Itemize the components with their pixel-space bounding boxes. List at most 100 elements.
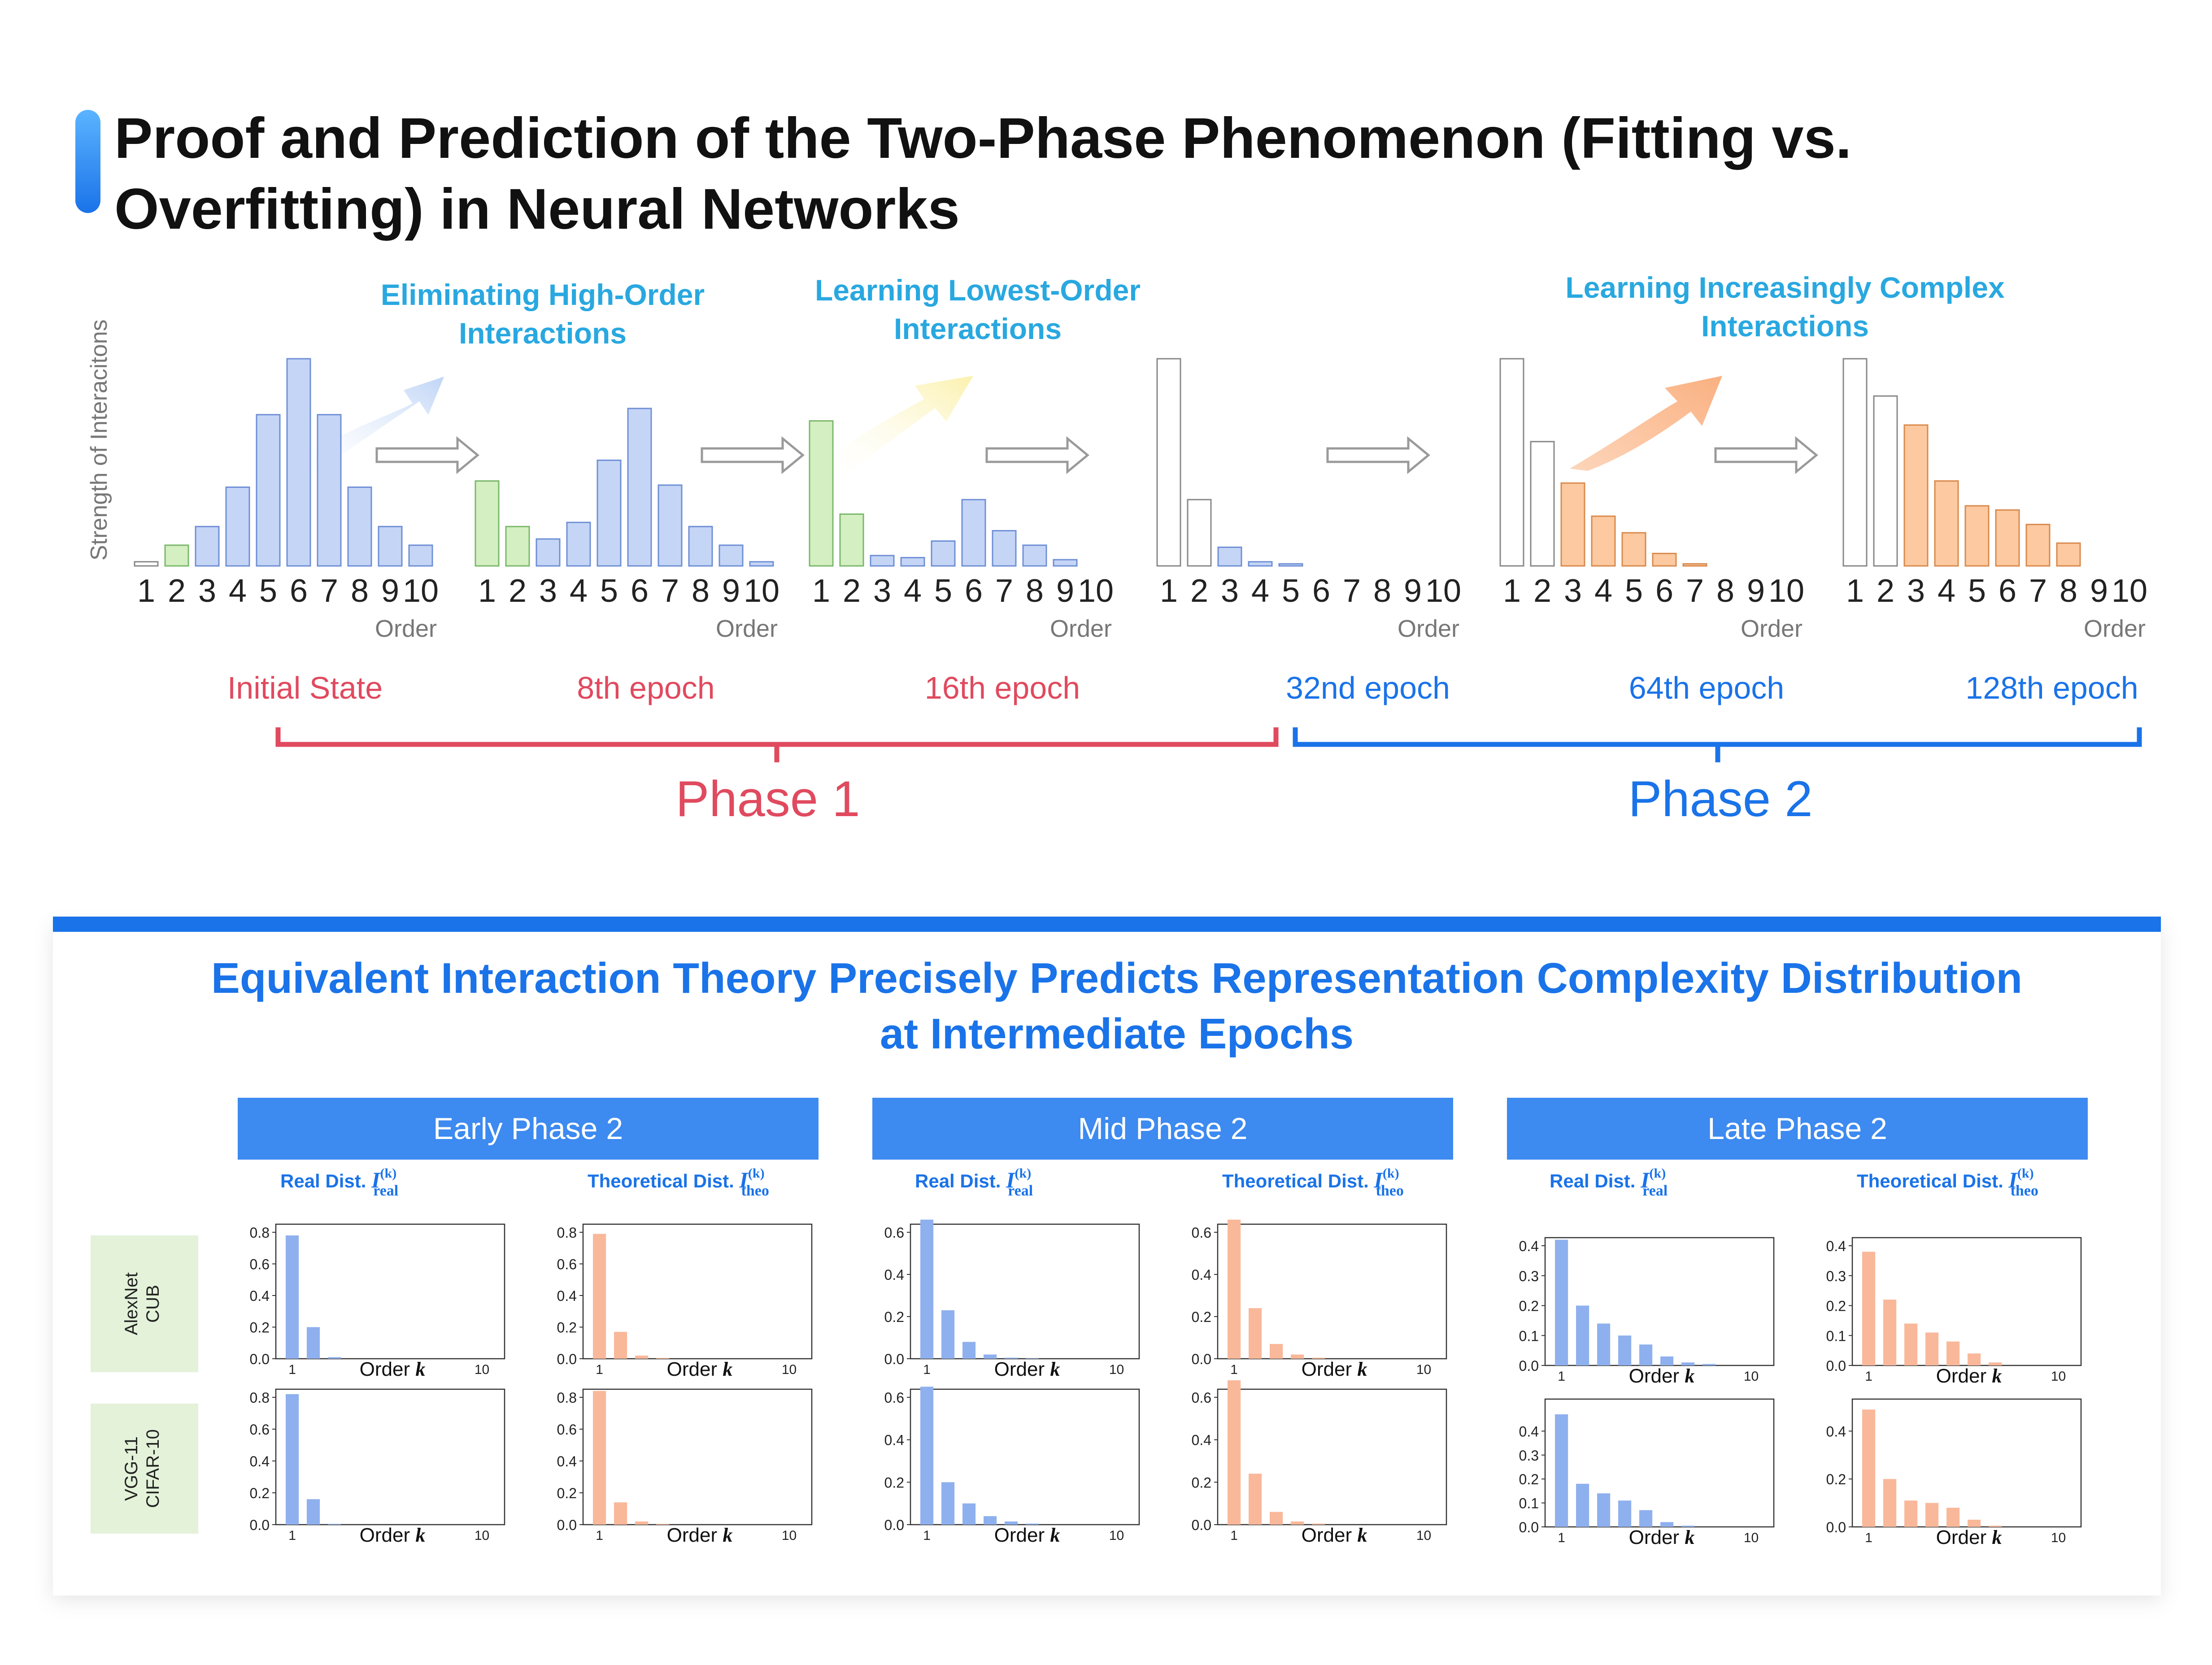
y-tick-label: 0.6 [250, 1422, 270, 1438]
stage-arrow [701, 436, 805, 474]
interaction-bar [1964, 505, 1990, 567]
theo-bar [593, 1234, 606, 1359]
real-bar [1026, 1358, 1039, 1359]
row-label-line1: VGG-11 [122, 1436, 141, 1501]
interaction-bar [256, 414, 281, 567]
interaction-bar [1530, 441, 1555, 567]
column-header-bg [872, 1098, 1453, 1160]
x-end-label: 10 [2051, 1530, 2066, 1545]
y-tick-label: 0.4 [557, 1453, 577, 1469]
callout-complex-line1: Learning Increasingly Complex [1565, 271, 2005, 304]
order-tick-label: 1 [137, 573, 155, 609]
x-start-label: 1 [1558, 1530, 1565, 1545]
callout-lowest-line1: Learning Lowest-Order [815, 274, 1141, 307]
y-tick-label: 0.6 [557, 1422, 577, 1438]
order-tick-label: 9 [2090, 573, 2108, 609]
x-end-label: 10 [782, 1528, 797, 1543]
interaction-bar [1278, 563, 1303, 567]
theo-dist-label: Theoretical Dist. I(k) theo [588, 1166, 769, 1199]
y-tick-label: 0.0 [250, 1351, 270, 1367]
real-bar [962, 1503, 976, 1525]
theo-bar [614, 1332, 627, 1359]
real-dist-chart: 0.0 0.2 0.4 0.6 0.8 1 10 Order k [250, 1388, 505, 1546]
interaction-bar [688, 526, 713, 567]
real-dist-chart: 0.0 0.2 0.4 0.6 0.8 1 10 Order k [250, 1223, 505, 1380]
order-tick-label: 1 [478, 573, 496, 609]
order-axis-label: Order [1050, 615, 1112, 642]
order-tick-label: 8 [351, 573, 369, 609]
real-bar [984, 1516, 997, 1525]
order-tick-label: 2 [1533, 573, 1551, 609]
interaction-bar [408, 544, 433, 567]
theo-dist-chart: 0.0 0.2 0.4 0.6 1 10 Order k [1192, 1380, 1447, 1546]
real-dist-label: Real Dist. I(k) real [915, 1166, 1033, 1199]
interaction-bar [1022, 544, 1047, 567]
order-tick-label: 4 [229, 573, 247, 609]
x-start-label: 1 [923, 1362, 931, 1377]
order-tick-label: 7 [2029, 573, 2047, 609]
theo-dist-chart: 0.0 0.2 0.4 0.6 0.8 1 10 Order k [557, 1388, 813, 1546]
y-tick-label: 0.6 [250, 1256, 270, 1273]
y-tick-label: 0.8 [557, 1225, 577, 1241]
order-k-label: Order k [1629, 1526, 1695, 1548]
order-tick-label: 8 [1026, 573, 1044, 609]
order-tick-label: 4 [1251, 573, 1269, 609]
order-tick-label: 1 [1846, 573, 1864, 609]
real-dist-label: Real Dist. I(k) real [1550, 1166, 1668, 1199]
row-label-line2: CIFAR-10 [143, 1429, 163, 1508]
interaction-bar [658, 484, 683, 567]
plot-frame [1851, 1398, 2082, 1528]
y-tick-label: 0.4 [1192, 1267, 1211, 1283]
order-k-label: Order k [1936, 1365, 2002, 1387]
interaction-bar [475, 480, 500, 567]
real-bar [1576, 1483, 1589, 1527]
order-axis-label: Order [716, 615, 778, 642]
distribution-grid: AlexNet CUB VGG-11 CIFAR-10 Early Phase 2 Rea… [91, 1098, 2088, 1548]
column-header-title: Late Phase 2 [1707, 1112, 1887, 1146]
interaction-bar [839, 513, 864, 567]
real-bar [1660, 1522, 1674, 1527]
stage-chart-5: 1 2 3 4 5 6 7 8 9 10 Order 64th epoch [1499, 358, 1804, 705]
interaction-bar [347, 486, 372, 567]
real-bar [1639, 1510, 1653, 1527]
interaction-bar [1995, 509, 2020, 567]
order-tick-label: 5 [1282, 573, 1300, 609]
order-tick-label: 5 [1968, 573, 1986, 609]
title-accent-bar [75, 110, 100, 213]
stage-label: 128th epoch [1965, 670, 2138, 705]
y-tick-label: 0.8 [250, 1390, 270, 1406]
order-k-label: Order k [360, 1358, 426, 1380]
real-bar [286, 1394, 299, 1525]
order-tick-label: 8 [2060, 573, 2077, 609]
y-tick-label: 0.4 [1519, 1423, 1539, 1439]
order-tick-label: 3 [1907, 573, 1925, 609]
order-tick-label: 1 [812, 573, 830, 609]
x-start-label: 1 [923, 1528, 931, 1543]
y-tick-label: 0.0 [1192, 1517, 1211, 1533]
y-tick-label: 0.2 [1192, 1309, 1211, 1325]
real-bar [984, 1354, 997, 1359]
real-bar [1026, 1523, 1039, 1525]
column-header-bg [1507, 1098, 2088, 1160]
order-tick-label: 3 [1221, 573, 1239, 609]
y-tick-label: 0.2 [884, 1474, 904, 1491]
y-tick-label: 0.1 [1519, 1495, 1539, 1512]
theo-bar [1249, 1308, 1262, 1359]
y-tick-label: 0.8 [250, 1225, 270, 1241]
order-tick-label: 5 [1625, 573, 1643, 609]
interaction-bar [809, 420, 834, 567]
bottom-title-line1: Equivalent Interaction Theory Precisely … [211, 954, 2022, 1002]
interaction-bar [2025, 524, 2051, 567]
order-tick-label: 3 [539, 573, 557, 609]
theo-bar [1883, 1479, 1897, 1527]
order-axis-label: Order [375, 615, 437, 642]
phase2-label: Phase 2 [1629, 771, 1813, 827]
theo-bar [1883, 1300, 1897, 1365]
theo-bar [1904, 1500, 1918, 1527]
real-bar [1576, 1305, 1589, 1365]
bottom-panel-topbar [53, 917, 2161, 932]
column-header-bg [238, 1098, 819, 1160]
y-tick-label: 0.0 [1519, 1358, 1539, 1374]
theo-bar [656, 1358, 670, 1359]
order-tick-label: 10 [1768, 573, 1804, 609]
